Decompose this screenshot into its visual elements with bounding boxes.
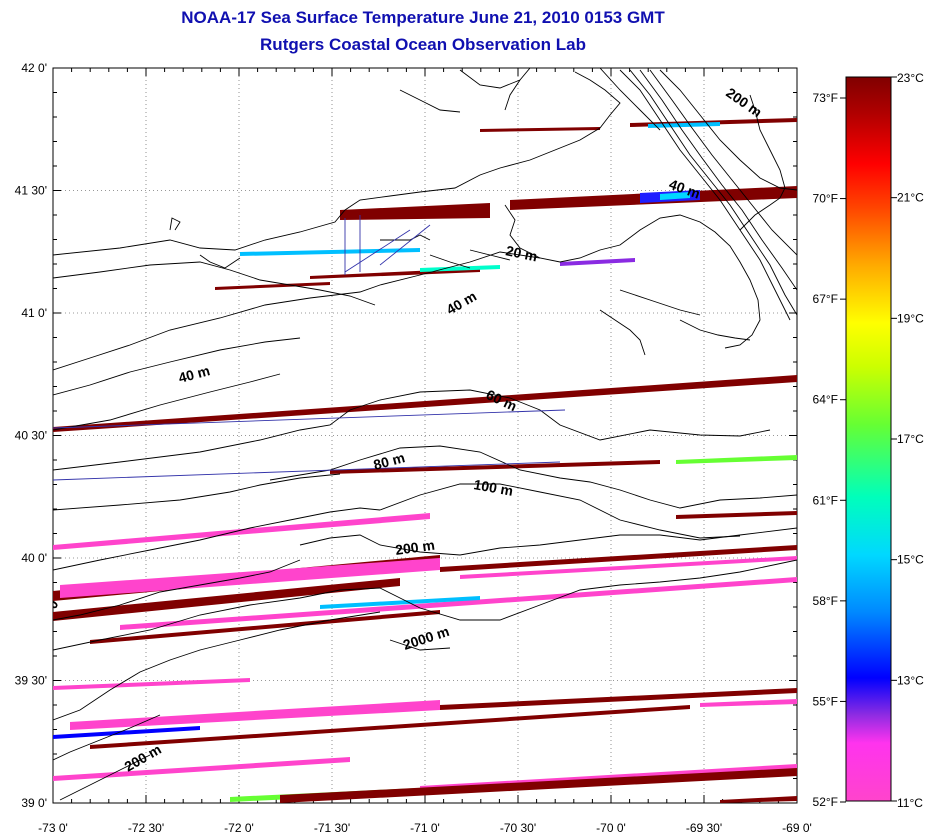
coastline (53, 71, 786, 356)
longitude-labels: -73 0' -72 30' -72 0' -71 30' -71 0' -70 30' -… (38, 821, 812, 835)
lon-tick-label: -72 30' (128, 821, 164, 835)
contour-label-200m-mid: 200 m (394, 537, 436, 558)
lat-tick-label: 40 30' (15, 429, 47, 443)
fahrenheit-label: 67°F (813, 292, 838, 306)
transect-lines (53, 215, 566, 481)
fahrenheit-label: 70°F (813, 192, 838, 206)
lat-tick-label: 42 0' (21, 61, 47, 75)
lat-tick-label: 39 30' (15, 674, 47, 688)
fahrenheit-label: 61°F (813, 493, 838, 507)
contour-label-100m: 100 m (472, 476, 514, 499)
bathymetry-contours (53, 68, 797, 801)
sst-swaths (53, 118, 797, 803)
celsius-label: 15°C (897, 553, 924, 567)
contour-label-0: 0 (44, 597, 62, 612)
map-title: NOAA-17 Sea Surface Temperature June 21,… (181, 8, 665, 27)
lon-tick-label: -69 30' (686, 821, 722, 835)
lon-tick-label: -70 0' (596, 821, 626, 835)
contour-label-80m: 80 m (372, 449, 407, 473)
colorbar-fahrenheit-labels: 73°F 70°F 67°F 64°F 61°F 58°F 55°F 52°F (813, 91, 838, 809)
celsius-label: 11°C (897, 796, 923, 810)
colorbar (845, 76, 892, 802)
fahrenheit-label: 55°F (813, 694, 838, 708)
colorbar-celsius-labels: 23°C 21°C 19°C 17°C 15°C 13°C 11°C (897, 71, 924, 810)
fahrenheit-label: 52°F (813, 795, 838, 809)
lat-tick-label: 39 0' (21, 796, 47, 810)
lon-tick-label: -72 0' (224, 821, 254, 835)
lon-tick-label: -71 0' (410, 821, 440, 835)
fahrenheit-label: 58°F (813, 594, 838, 608)
lat-tick-label: 40 0' (21, 551, 47, 565)
latitude-labels: 42 0' 41 30' 41 0' 40 30' 40 0' 39 30' 39 0' (15, 61, 47, 810)
celsius-label: 23°C (897, 71, 924, 85)
fahrenheit-label: 73°F (813, 91, 838, 105)
fahrenheit-label: 64°F (813, 393, 838, 407)
contour-label-40m-west: 40 m (177, 362, 212, 386)
contour-label-20m: 20 m (504, 242, 539, 264)
lon-tick-label: -69 0' (782, 821, 812, 835)
colorbar-ticks (840, 76, 897, 803)
lon-tick-label: -71 30' (314, 821, 350, 835)
celsius-label: 17°C (897, 432, 924, 446)
lat-tick-label: 41 30' (15, 184, 47, 198)
lon-tick-label: -73 0' (38, 821, 68, 835)
celsius-label: 21°C (897, 191, 924, 205)
lat-tick-label: 41 0' (21, 306, 47, 320)
celsius-label: 19°C (897, 311, 924, 325)
celsius-label: 13°C (897, 673, 924, 687)
lon-tick-label: -70 30' (500, 821, 536, 835)
map-subtitle: Rutgers Coastal Ocean Observation Lab (260, 35, 586, 54)
